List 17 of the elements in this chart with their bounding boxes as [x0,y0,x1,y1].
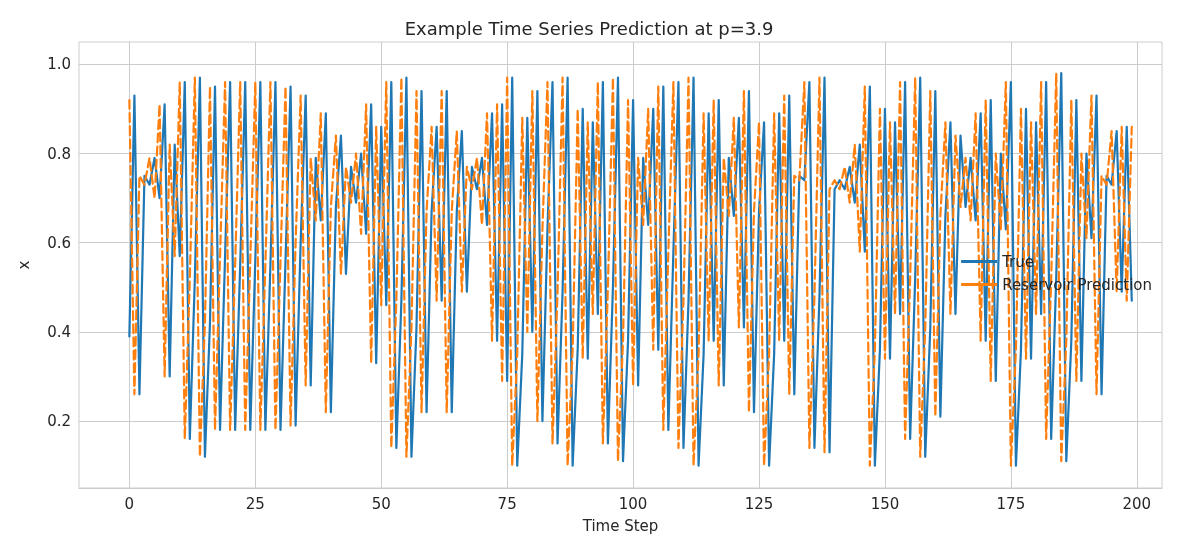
x-tick-label: 75 [497,494,517,513]
chart-title: Example Time Series Prediction at p=3.9 [404,17,774,39]
x-tick-label: 50 [371,494,391,513]
x-tick-label: 25 [245,494,265,513]
x-tick-label: 125 [744,494,774,513]
x-tick-label: 100 [618,494,648,513]
x-axis-title: Time Step [581,516,659,535]
x-tick-label: 0 [124,494,135,513]
y-axis-title: x [14,260,33,270]
y-tick-label: 0.8 [47,144,71,163]
y-tick-label: 0.4 [47,322,71,341]
x-tick-label: 150 [870,494,900,513]
y-tick-label: 0.6 [47,233,71,252]
x-tick-label: 175 [996,494,1026,513]
x-tick-label: 200 [1122,494,1152,513]
y-tick-label: 1.0 [47,55,71,74]
y-tick-label: 0.2 [47,412,71,431]
